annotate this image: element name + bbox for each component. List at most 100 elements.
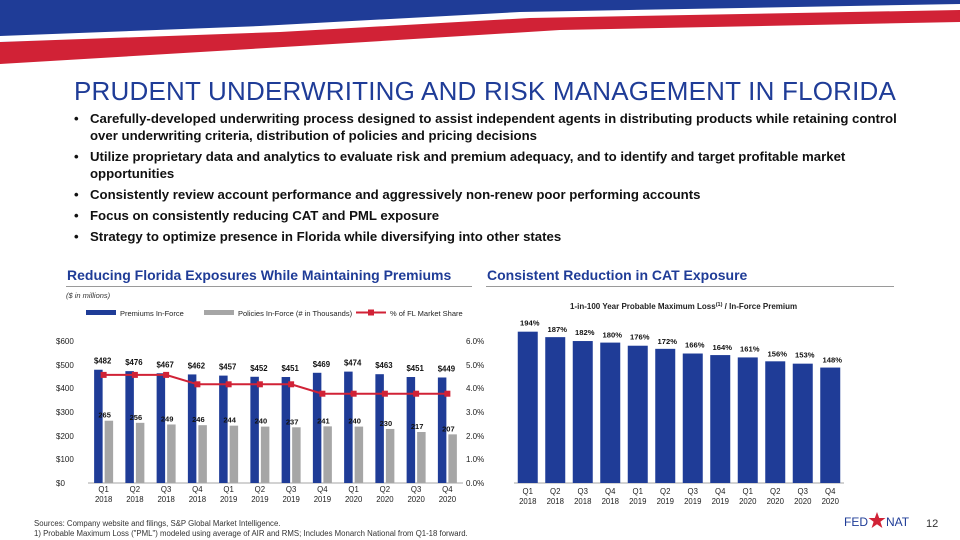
market-share-point xyxy=(319,390,326,397)
pml-bar xyxy=(792,363,813,483)
policies-data-label: 249 xyxy=(161,414,174,423)
star-icon xyxy=(868,512,886,528)
y-axis-left-ticks: $0 $100 $200 $300 $400 $500 $600 xyxy=(56,337,74,488)
logo-text-left: FED xyxy=(844,515,868,529)
pml-chart: 1-in-100 Year Probable Maximum Loss(1) /… xyxy=(514,302,844,506)
policies-data-label: 237 xyxy=(286,417,299,426)
x-tick-label-year: 2019 xyxy=(314,495,331,504)
premiums-data-label: $457 xyxy=(219,363,236,372)
page-title: PRUDENT UNDERWRITING AND RISK MANAGEMENT… xyxy=(74,76,897,106)
pml-bar xyxy=(572,341,593,483)
left-section-title: Reducing Florida Exposures While Maintai… xyxy=(67,267,452,283)
left-chart-marks: Q12018Q22018Q32018Q42018Q12019Q22019Q320… xyxy=(94,357,457,504)
x-tick-label-quarter: Q1 xyxy=(633,487,643,496)
y2-tick-label: 3.0% xyxy=(466,408,484,417)
legend-swatch-market-share-marker xyxy=(368,309,374,316)
x-tick-label-quarter: Q4 xyxy=(442,485,453,494)
x-tick-label-year: 2019 xyxy=(251,495,268,504)
pml-chart-title-sup: (1) xyxy=(716,302,723,308)
premiums-data-label: $451 xyxy=(281,364,299,373)
pml-chart-marks: 194%Q12018187%Q22018182%Q32018180%Q42018… xyxy=(517,319,842,506)
pml-data-label: 153% xyxy=(795,351,815,360)
x-tick-label-year: 2020 xyxy=(794,497,812,506)
stripe-white xyxy=(0,4,960,42)
policies-bar xyxy=(417,432,426,483)
pml-bar xyxy=(627,345,648,483)
pml-bar xyxy=(820,367,841,483)
footnote: 1) Probable Maximum Loss ("PML") modeled… xyxy=(34,529,468,538)
pml-data-label: 187% xyxy=(548,325,568,334)
x-tick-label-year: 2019 xyxy=(220,495,237,504)
premiums-bar xyxy=(344,371,353,483)
premiums-data-label: $451 xyxy=(406,364,424,373)
policies-data-label: 256 xyxy=(130,413,143,422)
bullet-item: Carefully-developed underwriting process… xyxy=(74,110,914,144)
x-tick-label-quarter: Q2 xyxy=(380,485,390,494)
x-tick-label-quarter: Q1 xyxy=(98,485,108,494)
x-tick-label-quarter: Q2 xyxy=(255,485,265,494)
x-tick-label-year: 2020 xyxy=(439,495,457,504)
y2-tick-label: 0.0% xyxy=(466,479,484,488)
y-tick-label: $600 xyxy=(56,337,74,346)
market-share-point xyxy=(131,371,138,378)
y2-tick-label: 4.0% xyxy=(466,384,484,393)
premiums-bar xyxy=(406,377,416,483)
policies-data-label: 240 xyxy=(255,417,268,426)
market-share-point xyxy=(194,381,201,388)
policies-data-label: 241 xyxy=(317,416,330,425)
pml-bar xyxy=(682,353,703,483)
y2-tick-label: 1.0% xyxy=(466,455,484,464)
x-tick-label-year: 2018 xyxy=(95,495,112,504)
x-tick-label-quarter: Q1 xyxy=(523,487,533,496)
x-tick-label-quarter: Q4 xyxy=(825,487,836,496)
x-tick-label-year: 2019 xyxy=(629,497,646,506)
premiums-bar xyxy=(437,377,447,483)
pml-bar xyxy=(710,355,731,483)
policies-bar xyxy=(198,425,207,483)
premiums-policies-chart: Premiums In-Force Policies In-Force (# i… xyxy=(56,309,484,504)
x-tick-label-year: 2020 xyxy=(822,497,840,506)
y-tick-label: $0 xyxy=(56,479,65,488)
market-share-point xyxy=(288,381,295,388)
y2-tick-label: 5.0% xyxy=(466,361,484,370)
market-share-point xyxy=(350,390,357,397)
pml-bar xyxy=(545,337,566,483)
policies-data-label: 240 xyxy=(348,417,361,426)
y-tick-label: $500 xyxy=(56,361,74,370)
x-tick-label-year: 2018 xyxy=(602,497,619,506)
policies-bar xyxy=(292,427,301,483)
pml-bar xyxy=(765,361,786,483)
x-tick-label-quarter: Q3 xyxy=(286,485,296,494)
x-tick-label-year: 2018 xyxy=(189,495,206,504)
x-tick-label-quarter: Q1 xyxy=(743,487,753,496)
stripe-red xyxy=(0,8,960,64)
pml-bar xyxy=(600,342,621,483)
y-axis-right-ticks: 0.0% 1.0% 2.0% 3.0% 4.0% 5.0% 6.0% xyxy=(466,337,484,488)
x-tick-label-year: 2020 xyxy=(739,497,757,506)
pml-bar xyxy=(737,357,758,483)
pml-chart-title: 1-in-100 Year Probable Maximum Loss(1) /… xyxy=(570,302,797,311)
bullet-list: Carefully-developed underwriting process… xyxy=(74,110,914,249)
y-tick-label: $200 xyxy=(56,432,74,441)
premiums-data-label: $469 xyxy=(313,360,331,369)
pml-data-label: 156% xyxy=(768,349,788,358)
x-tick-label-quarter: Q4 xyxy=(605,487,616,496)
bullet-item: Strategy to optimize presence in Florida… xyxy=(74,228,914,245)
bullet-item: Consistently review account performance … xyxy=(74,186,914,203)
page-number: 12 xyxy=(926,518,939,530)
premiums-data-label: $474 xyxy=(344,359,362,368)
x-tick-label-year: 2019 xyxy=(684,497,701,506)
premiums-bar xyxy=(156,373,166,483)
x-tick-label-quarter: Q4 xyxy=(192,485,203,494)
market-share-point xyxy=(256,381,263,388)
premiums-bar xyxy=(281,377,291,483)
policies-data-label: 246 xyxy=(192,415,205,424)
policies-bar xyxy=(448,434,457,483)
policies-bar xyxy=(354,426,364,483)
pml-data-label: 176% xyxy=(630,333,650,342)
policies-bar xyxy=(135,422,145,483)
header-flag-stripe xyxy=(0,0,960,64)
premiums-bar xyxy=(187,374,197,483)
x-tick-label-quarter: Q3 xyxy=(411,485,421,494)
policies-data-label: 244 xyxy=(223,416,236,425)
